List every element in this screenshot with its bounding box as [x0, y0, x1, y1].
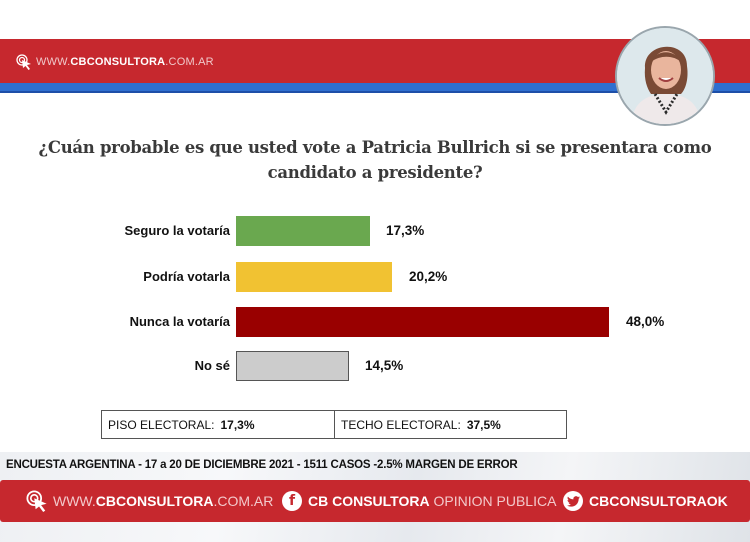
bar-nose — [236, 351, 349, 381]
footer-web-name: CBCONSULTORA — [95, 493, 214, 509]
bar-nunca — [236, 307, 609, 337]
header-brand-link[interactable]: WWW. CBCONSULTORA .COM.AR — [16, 54, 214, 70]
bar-value: 14,5% — [365, 358, 404, 373]
piso-value: 17,3% — [220, 417, 255, 432]
footer-bar: WWW. CBCONSULTORA .COM.AR f CB CONSULTORA … — [0, 480, 750, 522]
piso-label: PISO ELECTORAL: — [108, 417, 215, 432]
cursor-click-icon — [16, 54, 31, 70]
bar-label: Seguro la votaría — [124, 223, 230, 238]
footer-web-prefix: WWW. — [53, 493, 96, 509]
bar-row-seguro: Seguro la votaría 17,3% — [0, 216, 750, 246]
footer-facebook-suffix: OPINION PUBLICA — [429, 493, 557, 509]
footer-facebook-link[interactable]: f CB CONSULTORA OPINION PUBLICA — [282, 480, 556, 522]
bar-value: 48,0% — [626, 314, 665, 329]
portrait-illustration — [617, 28, 713, 124]
brand-prefix: WWW. — [36, 56, 71, 68]
bar-value: 20,2% — [409, 269, 448, 284]
bar-row-podria: Podría votarla 20,2% — [0, 262, 750, 292]
chart-title: ¿Cuán probable es que usted vote a Patri… — [38, 138, 712, 182]
bar-label: No sé — [194, 358, 230, 373]
bar-seguro — [236, 216, 370, 246]
bar-label: Nunca la votaría — [129, 314, 230, 329]
footer-web-suffix: .COM.AR — [213, 493, 274, 509]
brand-name: CBCONSULTORA — [70, 56, 166, 68]
techo-electoral: TECHO ELECTORAL: 37,5% — [335, 411, 566, 438]
candidate-photo — [615, 26, 715, 126]
facebook-icon: f — [282, 491, 302, 511]
footer-facebook-name: CB CONSULTORA — [308, 493, 430, 509]
electoral-summary-box: PISO ELECTORAL: 17,3% TECHO ELECTORAL: 3… — [101, 410, 567, 439]
brand-suffix: .COM.AR — [165, 56, 214, 68]
bar-value: 17,3% — [386, 223, 425, 238]
twitter-icon — [563, 491, 583, 511]
techo-value: 37,5% — [466, 417, 501, 432]
bar-label: Podría votarla — [143, 269, 230, 284]
piso-electoral: PISO ELECTORAL: 17,3% — [102, 411, 335, 438]
bar-row-nunca: Nunca la votaría 48,0% — [0, 307, 750, 337]
survey-note: ENCUESTA ARGENTINA - 17 a 20 DE DICIEMBR… — [6, 459, 518, 471]
footer-web-link[interactable]: WWW. CBCONSULTORA .COM.AR — [26, 480, 273, 522]
header-stripe — [0, 83, 750, 93]
footer-twitter-handle: CBCONSULTORAOK — [589, 493, 728, 509]
techo-label: TECHO ELECTORAL: — [341, 417, 461, 432]
bar-podria — [236, 262, 392, 292]
bar-row-nose: No sé 14,5% — [0, 351, 750, 381]
footer-twitter-link[interactable]: CBCONSULTORAOK — [563, 480, 728, 522]
cursor-click-icon — [26, 490, 47, 512]
